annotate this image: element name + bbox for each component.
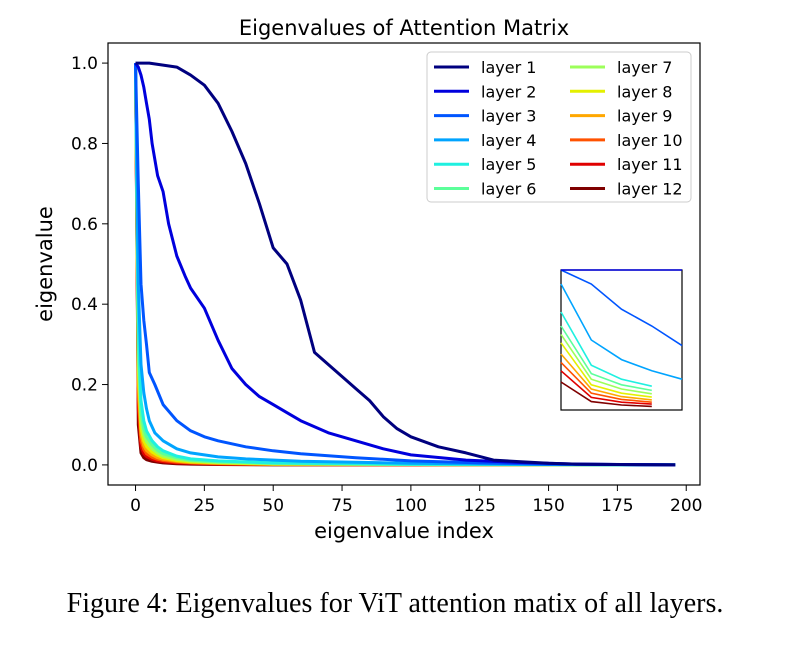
- inset-line-layer-7: [560, 333, 652, 395]
- inset-line-layer-11: [560, 370, 652, 405]
- y-tick-label: 1.0: [71, 54, 98, 74]
- inset-line-layer-3: [560, 269, 683, 347]
- legend-label: layer 9: [617, 107, 672, 126]
- legend-label: layer 6: [481, 180, 536, 199]
- y-axis: 0.0 0.2 0.4 0.6 0.8 1.0: [71, 54, 108, 476]
- x-tick-label: 150: [532, 496, 564, 516]
- x-tick-label: 100: [395, 496, 427, 516]
- inset-frame: [560, 269, 683, 411]
- y-tick-label: 0.0: [71, 456, 98, 476]
- legend-label: layer 4: [481, 131, 536, 150]
- legend-label: layer 12: [617, 180, 683, 199]
- legend-label: layer 3: [481, 107, 536, 126]
- y-tick-label: 0.4: [71, 295, 98, 315]
- series-line-layer-2: [134, 62, 676, 467]
- x-tick-label: 50: [262, 496, 284, 516]
- inset-zoom: [560, 269, 683, 411]
- legend-box: [426, 51, 692, 203]
- series-lines: [134, 61, 676, 467]
- series-line-layer-5: [134, 63, 676, 467]
- legend-label: layer 11: [617, 155, 683, 174]
- x-tick-label: 125: [463, 496, 495, 516]
- series-line-layer-4: [134, 63, 676, 467]
- inset-line-layer-8: [560, 342, 652, 398]
- series-line-layer-3: [134, 63, 676, 467]
- figure-caption: Figure 4: Eigenvalues for ViT attention …: [66, 588, 724, 619]
- y-tick-label: 0.6: [71, 215, 98, 235]
- x-tick-label: 75: [331, 496, 353, 516]
- x-tick-label: 175: [601, 496, 633, 516]
- y-tick-label: 0.8: [71, 134, 98, 154]
- inset-line-layer-6: [560, 325, 652, 392]
- x-tick-label: 0: [130, 496, 141, 516]
- y-axis-label: eigenvalue: [33, 206, 57, 322]
- x-tick-label: 25: [194, 496, 216, 516]
- legend-label: layer 1: [481, 58, 536, 77]
- inset-lines: [560, 269, 683, 408]
- legend-label: layer 2: [481, 82, 536, 101]
- chart-title: Eigenvalues of Attention Matrix: [239, 16, 569, 40]
- legend-label: layer 8: [617, 82, 672, 101]
- x-tick-label: 200: [670, 496, 702, 516]
- eigenvalue-chart: Eigenvalues of Attention Matrix 0 25 50 75 1…: [33, 16, 702, 543]
- inset-line-layer-12: [560, 381, 652, 408]
- inset-line-layer-9: [560, 353, 652, 401]
- inset-line-layer-5: [560, 311, 652, 387]
- legend-label: layer 10: [617, 131, 683, 150]
- series-line-layer-1: [135, 61, 676, 467]
- x-axis: 0 25 50 75 100 125 150 175 200: [130, 485, 702, 516]
- inset-line-layer-4: [560, 283, 683, 380]
- legend-label: layer 5: [481, 155, 536, 174]
- legend-label: layer 7: [617, 58, 672, 77]
- inset-line-layer-10: [560, 361, 652, 403]
- legend: layer 1 layer 2 layer 3 layer 4 layer 5 layer…: [426, 51, 692, 203]
- y-tick-label: 0.2: [71, 376, 98, 396]
- x-axis-label: eigenvalue index: [314, 519, 494, 543]
